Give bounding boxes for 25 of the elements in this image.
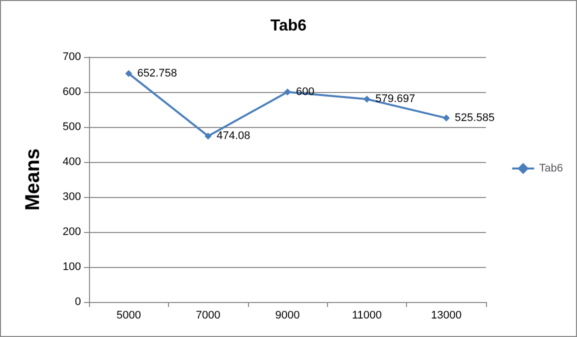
y-tick-label: 700 <box>62 51 81 63</box>
point <box>125 70 132 78</box>
y-tick-label: 200 <box>62 226 81 238</box>
x-tick-label: 13000 <box>431 310 462 322</box>
x-tick-label: 7000 <box>196 310 220 322</box>
point <box>204 132 212 140</box>
legend-label: Tab6 <box>539 162 564 174</box>
x-tick-label: 5000 <box>116 310 141 322</box>
data-label: 652.758 <box>137 68 177 80</box>
x-tick-label: 11000 <box>352 310 382 322</box>
y-tick-label: 0 <box>74 296 81 308</box>
y-tick-label: 300 <box>62 191 81 203</box>
data-label: 525.585 <box>454 112 495 124</box>
point <box>363 96 370 103</box>
y-tick-label: 100 <box>62 261 81 273</box>
point <box>442 114 450 122</box>
point <box>284 88 291 96</box>
y-tick-label: 500 <box>62 121 81 133</box>
y-tick-label: 400 <box>62 156 81 168</box>
x-tick-label: 9000 <box>275 310 300 322</box>
data-label: 579.697 <box>375 93 416 106</box>
data-label: 474.08 <box>216 130 250 142</box>
y-tick-label: 600 <box>62 86 81 98</box>
y-axis-title: Means <box>22 148 44 211</box>
chart-title: Tab6 <box>270 18 307 34</box>
